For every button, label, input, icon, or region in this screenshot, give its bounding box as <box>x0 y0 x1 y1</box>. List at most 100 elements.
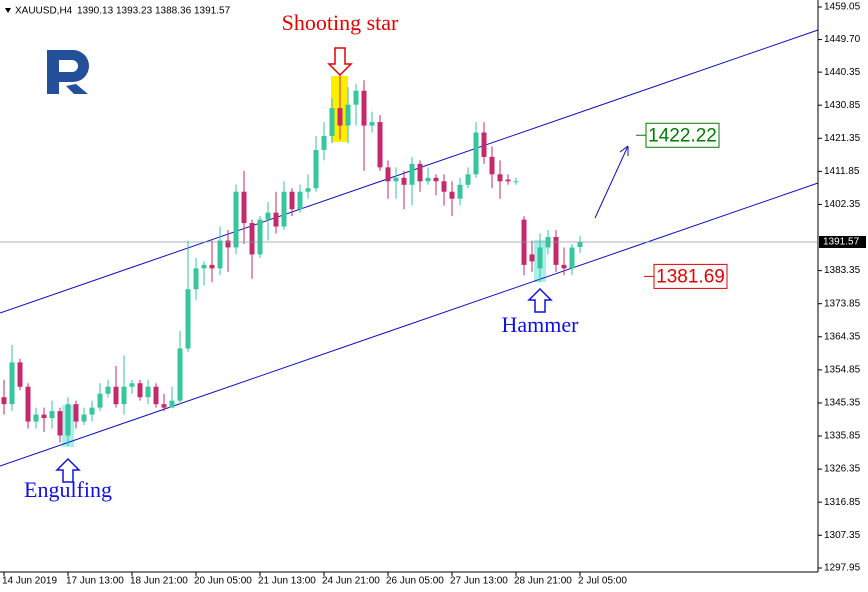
candle-body <box>33 414 39 422</box>
candle-body <box>25 386 31 422</box>
candle-body <box>337 108 343 126</box>
candle-body <box>185 289 191 349</box>
header-high: 1393.23 <box>116 6 153 17</box>
candle-body <box>553 237 559 265</box>
candle-body <box>465 174 471 185</box>
candle-body <box>313 149 319 189</box>
candle-body <box>369 122 375 126</box>
candle-body <box>281 191 287 227</box>
candle-body <box>41 414 47 419</box>
x-tick-label: 28 Jun 21:00 <box>514 576 572 587</box>
candle-body <box>305 188 311 192</box>
y-tick-label: 1307.35 <box>824 530 861 541</box>
candle-body <box>249 223 255 255</box>
candle-body <box>161 404 167 408</box>
x-tick-label: 2 Jul 05:00 <box>578 576 627 587</box>
candle-body <box>217 240 223 269</box>
candle-body <box>265 212 271 220</box>
candle-body <box>417 163 423 182</box>
candle-body <box>321 136 327 150</box>
level-label: 1381.69 <box>656 266 725 287</box>
candle-body <box>105 386 111 394</box>
candle-body <box>353 90 359 105</box>
level-label: 1422.22 <box>648 125 717 146</box>
candle-body <box>401 177 407 185</box>
y-tick-label: 1316.85 <box>824 497 861 508</box>
candle-body <box>537 247 543 269</box>
arrow-up <box>55 457 81 483</box>
header-close: 1391.57 <box>194 6 231 17</box>
candle-body <box>177 348 183 401</box>
candle-body <box>385 167 391 182</box>
candle-body <box>73 404 79 422</box>
price-box <box>819 235 866 248</box>
y-tick-label: 1364.35 <box>824 331 861 342</box>
candle-body <box>9 362 15 405</box>
candle-body <box>345 104 351 126</box>
logo <box>47 50 89 94</box>
x-tick-label: 20 Jun 05:00 <box>194 576 252 587</box>
y-tick-label: 1373.85 <box>824 298 861 309</box>
forecast-arrow <box>594 145 629 219</box>
candle-body <box>425 177 431 182</box>
annotation: Shooting star <box>282 10 399 35</box>
x-tick-label: 21 Jun 13:00 <box>258 576 316 587</box>
candle-body <box>97 393 103 408</box>
candle-body <box>17 362 23 387</box>
candle-body <box>209 264 215 269</box>
candle-body <box>201 264 207 269</box>
candle-body <box>65 404 71 436</box>
candle-body <box>409 163 415 185</box>
x-tick-label: 17 Jun 13:00 <box>66 576 124 587</box>
price-label: 1391.57 <box>823 237 860 248</box>
y-tick-label: 1326.35 <box>824 464 861 475</box>
candle-body <box>129 383 135 387</box>
candle-body <box>329 108 335 137</box>
candle-body <box>569 247 575 269</box>
candle-body <box>273 212 279 227</box>
candle-body <box>489 156 495 175</box>
candle-body <box>481 132 487 157</box>
candle-body <box>1 397 7 405</box>
candle-body <box>297 191 303 210</box>
y-tick-label: 1449.70 <box>824 34 861 45</box>
candle-body <box>233 191 239 248</box>
level-box <box>653 263 728 289</box>
y-tick-label: 1459.05 <box>824 2 861 13</box>
candle-body <box>441 181 447 192</box>
y-tick-label: 1421.35 <box>824 133 861 144</box>
candle-body <box>473 132 479 175</box>
candle-body <box>153 386 159 405</box>
y-tick-label: 1383.35 <box>824 265 861 276</box>
candle-body <box>145 386 151 398</box>
candle-body <box>433 177 439 182</box>
y-tick-label: 1430.85 <box>824 100 861 111</box>
x-tick-label: 26 Jun 05:00 <box>386 576 444 587</box>
logo-mark <box>47 50 89 94</box>
candle-body <box>393 177 399 182</box>
logo-mark <box>66 84 88 94</box>
y-tick-label: 1411.85 <box>824 166 860 177</box>
candle-body <box>225 240 231 248</box>
x-tick-label: 24 Jun 21:00 <box>322 576 380 587</box>
channel-line <box>0 29 819 314</box>
candle-body <box>193 268 199 290</box>
candle-body <box>361 90 367 126</box>
header-open: 1390.13 <box>77 6 114 17</box>
annotation: Engulfing <box>24 477 112 502</box>
y-tick-label: 1297.95 <box>824 563 861 574</box>
candle-body <box>137 383 143 398</box>
level-box <box>645 122 720 148</box>
candle-body <box>497 174 503 182</box>
candle-body <box>529 254 535 262</box>
candle-body <box>561 264 567 269</box>
candle-body <box>513 181 519 183</box>
candle-body <box>121 386 127 405</box>
header-icon <box>5 8 11 13</box>
arrow-down <box>327 47 353 77</box>
candle-body <box>457 184 463 199</box>
candle-body <box>289 191 295 210</box>
candle-body <box>113 386 119 405</box>
